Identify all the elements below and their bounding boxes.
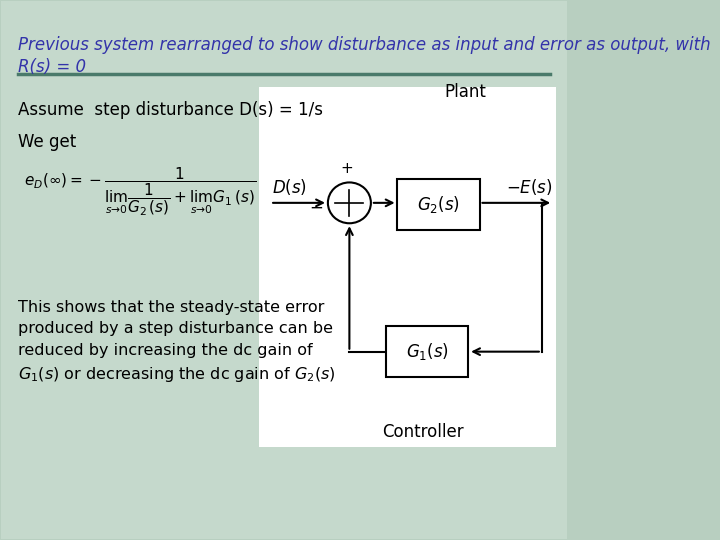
Text: $G_2(s)$: $G_2(s)$ xyxy=(417,194,460,215)
Text: Previous system rearranged to show disturbance as input and error as output, wit: Previous system rearranged to show distu… xyxy=(19,36,711,55)
Bar xyxy=(386,326,468,377)
Text: $-E(s)$: $-E(s)$ xyxy=(506,178,553,198)
Text: $e_D(\infty) = -\dfrac{1}{\lim_{s \to 0}\dfrac{1}{G_2(s)} + \lim_{s \to 0}G_1(s): $e_D(\infty) = -\dfrac{1}{\lim_{s \to 0}… xyxy=(24,165,256,217)
Text: Plant: Plant xyxy=(444,83,486,101)
Text: We get: We get xyxy=(19,133,76,151)
Text: −: − xyxy=(310,198,323,216)
Text: $G_1(s)$: $G_1(s)$ xyxy=(405,341,449,362)
Text: +: + xyxy=(340,161,353,176)
Text: R(s) = 0: R(s) = 0 xyxy=(19,58,86,76)
Bar xyxy=(397,179,480,230)
Text: Controller: Controller xyxy=(382,423,464,441)
Text: This shows that the steady-state error
produced by a step disturbance can be
red: This shows that the steady-state error p… xyxy=(19,300,336,384)
Bar xyxy=(259,87,556,447)
Circle shape xyxy=(328,183,371,223)
Text: Assume  step disturbance D(s) = 1/s: Assume step disturbance D(s) = 1/s xyxy=(19,101,323,119)
Text: $D(s)$: $D(s)$ xyxy=(272,178,307,198)
